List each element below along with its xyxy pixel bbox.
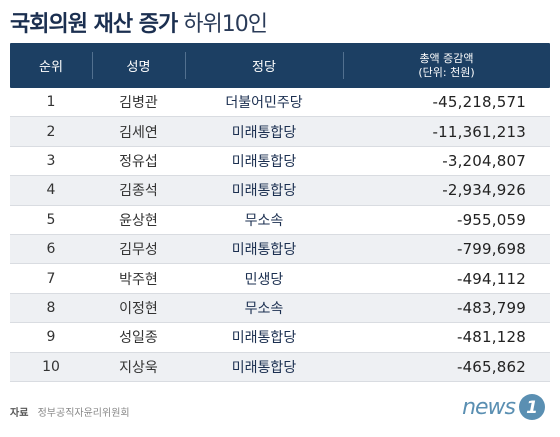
header-rank: 순위 xyxy=(39,60,63,75)
amount-cell: -483,799 xyxy=(456,298,526,317)
amount-cell: -955,059 xyxy=(456,210,526,229)
name-cell: 성일종 xyxy=(119,330,158,347)
rank-cell: 3 xyxy=(46,152,56,169)
amount-cell: -2,934,926 xyxy=(442,181,526,200)
header-name: 성명 xyxy=(92,43,185,88)
rank-cell: 4 xyxy=(46,182,56,199)
name-cell: 정유섭 xyxy=(119,153,158,170)
title-main: 국회의원 재산 증가 xyxy=(10,12,178,37)
rank-cell: 2 xyxy=(46,123,56,140)
party-cell: 미래통합당 xyxy=(231,124,297,141)
party-cell: 더불어민주당 xyxy=(225,95,303,112)
amount-cell: -465,862 xyxy=(456,357,526,376)
name-cell: 윤상현 xyxy=(119,212,158,229)
table-row: 5 윤상현 무소속 -955,059 xyxy=(10,205,550,235)
rank-cell: 10 xyxy=(42,358,60,375)
table-row: 6 김무성 미래통합당 -799,698 xyxy=(10,234,550,265)
party-cell: 미래통합당 xyxy=(231,359,297,376)
rank-cell: 5 xyxy=(46,211,56,228)
rank-cell: 1 xyxy=(46,94,56,111)
name-cell: 이정현 xyxy=(119,300,158,317)
amount-cell: -799,698 xyxy=(456,240,526,259)
table-row: 3 정유섭 미래통합당 -3,204,807 xyxy=(10,146,550,177)
party-cell: 무소속 xyxy=(244,300,284,317)
table-row: 1 김병관 더불어민주당 -45,218,571 xyxy=(10,88,550,118)
source-note: 자료 정부공직자윤리위원회 xyxy=(10,404,130,419)
amount-cell: -494,112 xyxy=(456,269,526,288)
party-cell: 민생당 xyxy=(244,271,284,288)
logo-text: news xyxy=(462,394,516,420)
name-cell: 김세연 xyxy=(119,124,158,141)
title-sub: 하위10인 xyxy=(183,12,268,37)
table-row: 8 이정현 무소속 -483,799 xyxy=(10,293,550,324)
rank-cell: 9 xyxy=(46,329,56,346)
amount-cell: -45,218,571 xyxy=(432,93,526,112)
party-cell: 무소속 xyxy=(244,212,284,229)
name-cell: 지상욱 xyxy=(119,359,158,376)
table-row: 2 김세연 미래통합당 -11,361,213 xyxy=(10,117,550,147)
ranking-table: 순위 성명 정당 총액 증감액 (단위: 천원) 1 김병관 더불어민주당 -4… xyxy=(10,43,550,382)
table-row: 4 김종석 미래통합당 -2,934,926 xyxy=(10,176,550,206)
amount-cell: -3,204,807 xyxy=(442,151,526,170)
name-cell: 김병관 xyxy=(119,95,158,112)
rank-cell: 7 xyxy=(46,270,56,287)
logo-mark-text: 1 xyxy=(526,398,538,418)
header-party: 정당 xyxy=(185,43,343,88)
header-amount: 총액 증감액 (단위: 천원) xyxy=(343,43,550,88)
source-text: 정부공직자윤리위원회 xyxy=(37,408,130,419)
table-row: 9 성일종 미래통합당 -481,128 xyxy=(10,323,550,353)
rank-cell: 8 xyxy=(46,299,56,316)
table-header: 순위 성명 정당 총액 증감액 (단위: 천원) xyxy=(10,43,550,88)
logo-mark-icon: 1 xyxy=(519,394,545,420)
source-label: 자료 xyxy=(10,408,29,419)
table-body: 1 김병관 더불어민주당 -45,218,571 2 김세연 미래통합당 -11… xyxy=(10,88,550,382)
table-row: 7 박주현 민생당 -494,112 xyxy=(10,264,550,294)
name-cell: 김종석 xyxy=(119,183,158,200)
news1-logo: news 1 xyxy=(462,393,546,421)
party-cell: 미래통합당 xyxy=(231,153,297,170)
amount-cell: -481,128 xyxy=(456,328,526,347)
name-cell: 박주현 xyxy=(119,271,158,288)
party-cell: 미래통합당 xyxy=(231,330,297,347)
name-cell: 김무성 xyxy=(119,242,158,259)
party-cell: 미래통합당 xyxy=(231,242,297,259)
header-amount-unit: (단위: 천원) xyxy=(418,65,475,79)
party-cell: 미래통합당 xyxy=(231,183,297,200)
page-title: 국회의원 재산 증가 하위10인 xyxy=(10,6,268,38)
amount-cell: -11,361,213 xyxy=(432,122,526,141)
rank-cell: 6 xyxy=(46,241,56,258)
header-amount-title: 총액 증감액 xyxy=(419,51,474,65)
table-row: 10 지상욱 미래통합당 -465,862 xyxy=(10,352,550,382)
